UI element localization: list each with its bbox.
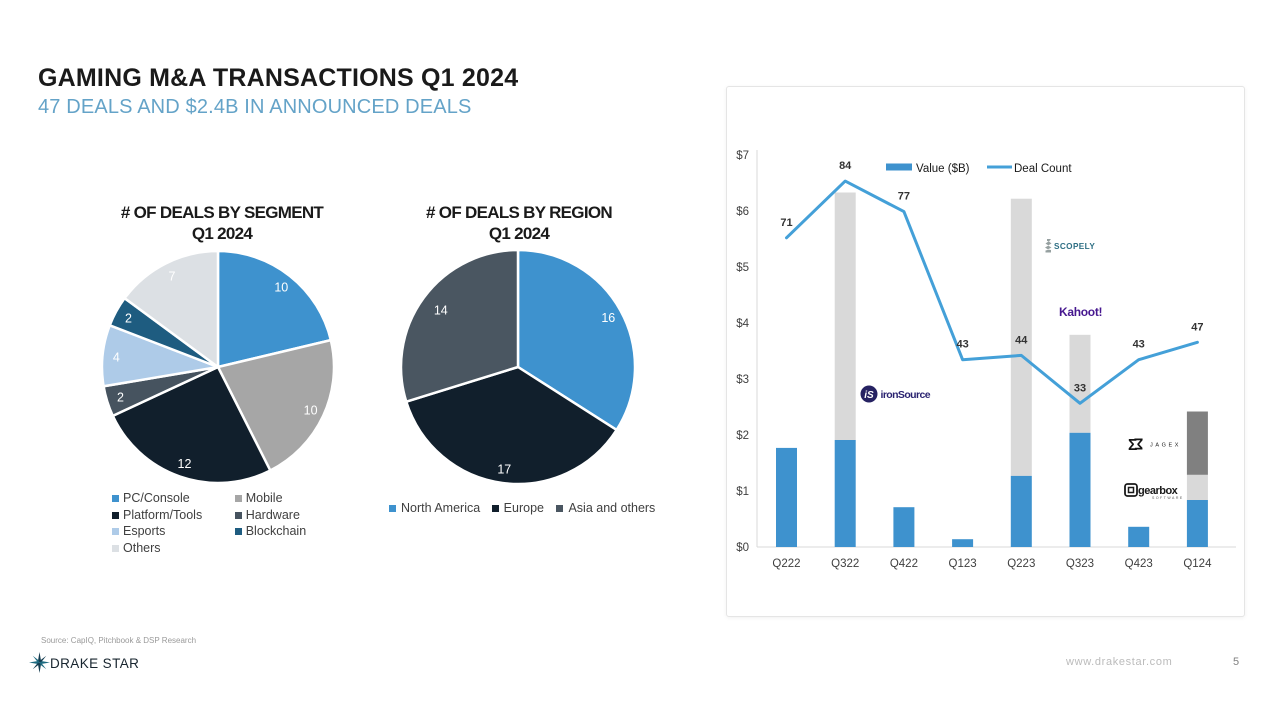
svg-text:16: 16	[601, 311, 615, 325]
svg-text:71: 71	[780, 217, 792, 229]
svg-text:$0: $0	[736, 542, 749, 554]
svg-text:77: 77	[898, 191, 910, 203]
svg-text:43: 43	[1133, 339, 1145, 351]
svg-text:$4: $4	[736, 318, 749, 330]
svg-text:Q322: Q322	[831, 558, 859, 570]
svg-text:84: 84	[839, 160, 852, 172]
svg-text:Q423: Q423	[1125, 558, 1153, 570]
svg-text:44: 44	[1015, 334, 1028, 346]
svg-text:Q422: Q422	[890, 558, 918, 570]
svg-text:17: 17	[497, 463, 511, 477]
svg-text:JAGEX: JAGEX	[1150, 443, 1181, 449]
svg-text:43: 43	[956, 339, 968, 351]
svg-text:14: 14	[434, 304, 448, 318]
svg-text:Q124: Q124	[1183, 558, 1212, 570]
svg-text:$5: $5	[736, 262, 749, 274]
svg-text:$2: $2	[736, 430, 749, 442]
svg-text:$3: $3	[736, 374, 749, 386]
svg-text:Value ($B): Value ($B)	[916, 163, 970, 175]
svg-text:2: 2	[125, 311, 132, 325]
svg-text:gearbox: gearbox	[1138, 485, 1179, 497]
svg-text:Q123: Q123	[949, 558, 977, 570]
svg-text:ironSource: ironSource	[881, 389, 931, 401]
svg-text:SOFTWARE: SOFTWARE	[1152, 496, 1184, 500]
svg-text:10: 10	[304, 404, 318, 418]
svg-text:iS: iS	[864, 390, 874, 401]
svg-text:Deal Count: Deal Count	[1014, 163, 1072, 175]
svg-text:Q223: Q223	[1007, 558, 1035, 570]
svg-text:$7: $7	[736, 150, 749, 162]
svg-text:$1: $1	[736, 486, 749, 498]
svg-text:Q222: Q222	[772, 558, 800, 570]
svg-text:10: 10	[274, 280, 288, 294]
svg-text:12: 12	[178, 457, 192, 471]
svg-text:Q323: Q323	[1066, 558, 1094, 570]
svg-text:SCOPELY: SCOPELY	[1054, 242, 1095, 251]
svg-text:7: 7	[169, 269, 176, 283]
svg-text:47: 47	[1191, 321, 1203, 333]
svg-text:$6: $6	[736, 206, 749, 218]
svg-text:2: 2	[117, 391, 124, 405]
svg-text:Σ: Σ	[1134, 435, 1143, 452]
svg-text:33: 33	[1074, 382, 1086, 394]
svg-text:Σ: Σ	[1128, 437, 1137, 454]
svg-text:4: 4	[113, 350, 120, 364]
